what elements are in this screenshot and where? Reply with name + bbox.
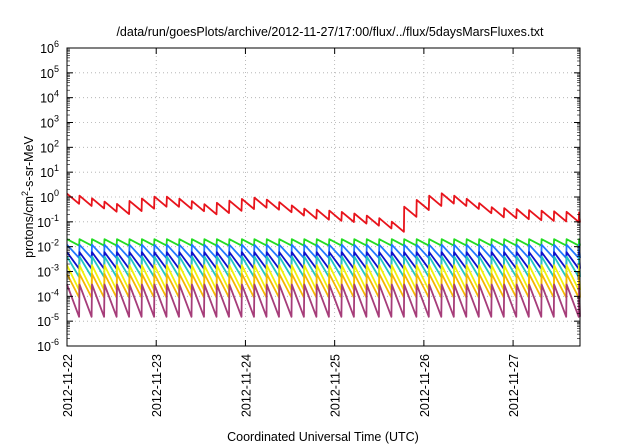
x-tick-label: 2012-11-22 <box>61 354 75 417</box>
x-axis-label: Coordinated Universal Time (UTC) <box>227 430 419 444</box>
y-tick-label: 103 <box>40 114 59 131</box>
y-axis-ticks: 10-6 10-5 10-4 10-3 10-2 10-1 100 101 102 103 104 1… <box>37 39 580 354</box>
y-tick-label: 102 <box>40 138 59 155</box>
y-tick-label: 104 <box>40 89 59 106</box>
y-tick-label: 10-6 <box>37 337 59 354</box>
series-lines <box>66 192 581 318</box>
y-tick-label: 10-3 <box>37 263 59 280</box>
y-tick-label: 10-2 <box>37 238 59 255</box>
x-axis-ticks: 2012-11-22 2012-11-23 2012-11-24 2012-11-25… <box>61 48 521 417</box>
x-tick-label: 2012-11-25 <box>329 354 343 417</box>
series-line-0 <box>66 192 581 233</box>
series-line-1 <box>66 238 581 247</box>
y-tick-label: 100 <box>40 188 59 205</box>
y-tick-label: 106 <box>40 39 59 56</box>
y-tick-label: 101 <box>40 163 59 180</box>
y-tick-label: 10-4 <box>37 287 59 304</box>
x-tick-label: 2012-11-26 <box>418 354 432 417</box>
y-tick-label: 105 <box>40 64 59 81</box>
x-tick-label: 2012-11-23 <box>150 354 164 417</box>
chart-title: /data/run/goesPlots/archive/2012-11-27/1… <box>116 25 544 39</box>
x-tick-label: 2012-11-27 <box>507 354 521 417</box>
series-line-7 <box>66 283 581 318</box>
y-axis-label: protons/cm2-s-sr-MeV <box>20 135 36 257</box>
x-tick-label: 2012-11-24 <box>239 354 253 417</box>
y-tick-label: 10-1 <box>37 213 59 230</box>
y-tick-label: 10-5 <box>37 312 59 329</box>
